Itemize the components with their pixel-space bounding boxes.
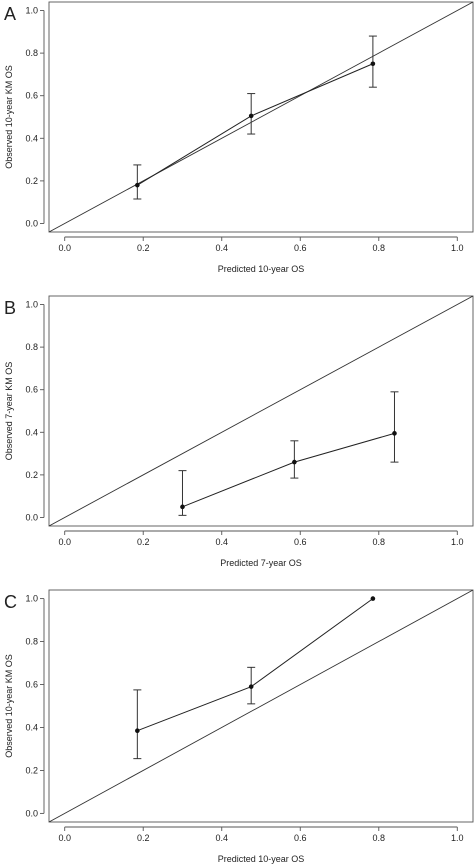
y-tick-label: 1.0 <box>25 594 38 604</box>
data-point <box>370 596 376 601</box>
data-point <box>135 182 140 188</box>
panel-letter: A <box>4 4 16 24</box>
y-axis-label: Observed 10-year KM OS <box>4 654 14 758</box>
x-tick-label: 0.4 <box>215 537 228 547</box>
reference-line <box>49 590 473 822</box>
data-point <box>135 728 140 734</box>
data-point <box>370 61 376 67</box>
x-axis-label: Predicted 10-year OS <box>218 854 305 864</box>
x-tick-label: 0.2 <box>137 243 150 253</box>
x-tick-label: 0.8 <box>373 833 386 843</box>
y-axis-label: Observed 7-year KM OS <box>4 362 14 461</box>
y-tick-label: 0.4 <box>25 427 38 437</box>
panel-letter: C <box>4 592 17 612</box>
y-axis-label: Observed 10-year KM OS <box>4 65 14 169</box>
y-tick-label: 0.6 <box>25 385 38 395</box>
data-point <box>392 431 397 436</box>
panel-b: 0.0 0.2 0.4 0.6 0.8 1.0 Predicted 7-year OS 0.0… <box>4 295 474 568</box>
calibration-line <box>137 598 374 732</box>
x-axis-label: Predicted 7-year OS <box>220 558 302 568</box>
data-point <box>292 459 297 465</box>
x-tick-label: 0.6 <box>294 243 307 253</box>
x-tick-label: 0.4 <box>215 833 228 843</box>
y-tick-label: 1.0 <box>25 300 38 310</box>
plot-frame <box>48 1 474 233</box>
x-tick-label: 1.0 <box>451 243 464 253</box>
reference-line <box>49 296 473 526</box>
x-tick-label: 0.4 <box>215 243 228 253</box>
x-tick-label: 0.0 <box>58 537 71 547</box>
y-tick-label: 1.0 <box>25 6 38 16</box>
y-tick-label: 0.2 <box>25 176 38 186</box>
calibration-line <box>137 63 374 186</box>
x-tick-label: 0.6 <box>294 537 307 547</box>
x-tick-label: 0.0 <box>58 243 71 253</box>
y-tick-label: 0.2 <box>25 765 38 775</box>
data-point <box>248 684 254 689</box>
y-tick-label: 0.4 <box>25 133 38 143</box>
panel-a: 0.0 0.2 0.4 0.6 0.8 1.0 Predicted 10-year OS 0.… <box>4 1 474 274</box>
x-tick-label: 0.2 <box>137 833 150 843</box>
y-tick-label: 0.0 <box>25 218 38 228</box>
calibration-line <box>182 432 395 508</box>
x-tick-label: 0.8 <box>373 243 386 253</box>
panel-c: 0.0 0.2 0.4 0.6 0.8 1.0 Predicted 10-year OS 0.… <box>4 589 474 864</box>
reference-line <box>49 2 473 232</box>
x-tick-label: 0.0 <box>58 833 71 843</box>
x-axis-label: Predicted 10-year OS <box>218 264 305 274</box>
y-tick-label: 0.4 <box>25 722 38 732</box>
data-point <box>180 504 185 510</box>
y-tick-label: 0.8 <box>25 48 38 58</box>
x-tick-label: 1.0 <box>451 537 464 547</box>
plot-frame <box>48 589 474 823</box>
y-tick-label: 0.0 <box>25 512 38 522</box>
panel-letter: B <box>4 298 16 318</box>
y-tick-label: 0.8 <box>25 637 38 647</box>
y-tick-label: 0.6 <box>25 680 38 690</box>
x-tick-label: 0.6 <box>294 833 307 843</box>
plot-frame <box>48 295 474 527</box>
y-tick-label: 0.6 <box>25 91 38 101</box>
y-tick-label: 0.2 <box>25 470 38 480</box>
data-point <box>248 113 254 119</box>
x-tick-label: 1.0 <box>451 833 464 843</box>
y-tick-label: 0.8 <box>25 342 38 352</box>
x-tick-label: 0.2 <box>137 537 150 547</box>
x-tick-label: 0.8 <box>373 537 386 547</box>
y-tick-label: 0.0 <box>25 808 38 818</box>
